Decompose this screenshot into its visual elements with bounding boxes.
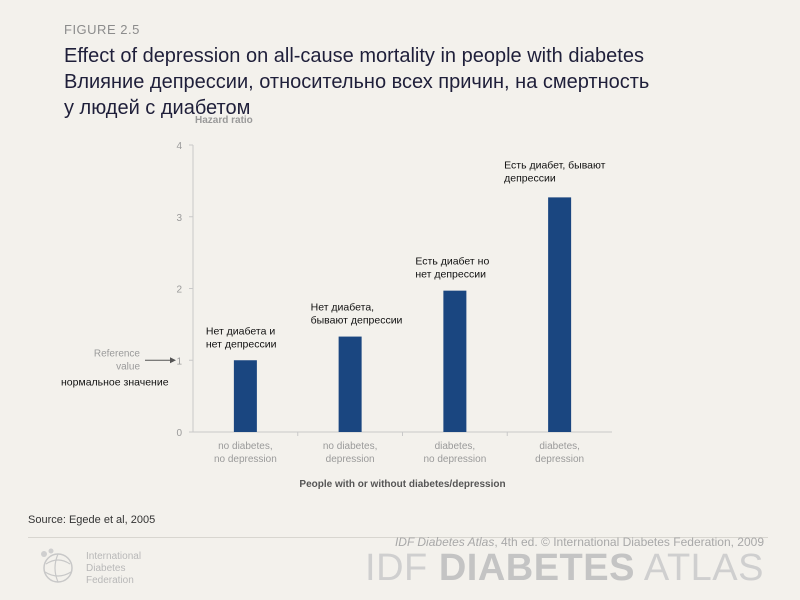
- y-tick-label: 0: [176, 428, 182, 439]
- y-tick-label: 1: [176, 356, 182, 367]
- org-line: International: [86, 551, 142, 562]
- bar: [338, 336, 362, 432]
- x-tick-label: depression: [326, 454, 375, 465]
- bar-annotation: бывают депрессии: [311, 315, 403, 327]
- bar-annotation: Нет диабета и: [206, 325, 275, 337]
- brand-idf: IDF: [365, 547, 439, 589]
- title-russian-line-1: Влияние депрессии, относительно всех при…: [64, 71, 650, 93]
- y-axis-label: Hazard ratio: [195, 115, 253, 126]
- bar-annotation: Нет диабета,: [311, 302, 374, 314]
- title-english: Effect of depression on all-cause mortal…: [64, 45, 644, 67]
- bar: [548, 197, 572, 432]
- bar: [233, 360, 257, 432]
- bar-annotation: Есть диабет но: [415, 256, 489, 268]
- x-axis-label: People with or without diabetes/depressi…: [299, 479, 505, 490]
- reference-arrowhead-icon: [170, 357, 176, 364]
- atlas-edition-credit: IDF Diabetes Atlas, 4th ed. © Internatio…: [395, 535, 764, 549]
- atlas-brand-logo: IDF DIABETES ATLAS: [365, 547, 764, 590]
- figure-label: FIGURE 2.5: [64, 22, 140, 37]
- bar-annotation: депрессии: [504, 172, 556, 184]
- idf-org-name: International Diabetes Federation: [86, 551, 141, 587]
- x-tick-label: no depression: [423, 454, 486, 465]
- org-line: Diabetes: [86, 563, 126, 574]
- reference-label: Reference: [94, 348, 141, 359]
- brand-atlas: ATLAS: [634, 547, 764, 589]
- source-note: Source: Egede et al, 2005: [28, 514, 156, 526]
- bar-annotation: Есть диабет, бывают: [504, 159, 606, 171]
- edition-copyright: , 4th ed. © International Diabetes Feder…: [494, 535, 764, 549]
- x-tick-label: diabetes,: [435, 441, 476, 452]
- bar-annotation: нет депрессии: [415, 269, 486, 281]
- title-russian-line-2: у людей с диабетом: [64, 97, 251, 119]
- footer-divider: [28, 537, 768, 538]
- edition-title: IDF Diabetes Atlas: [394, 535, 495, 549]
- y-tick-label: 3: [176, 213, 182, 224]
- figure-title: Effect of depression on all-cause mortal…: [64, 43, 784, 121]
- bar: [443, 290, 467, 432]
- x-tick-label: no diabetes,: [218, 441, 273, 452]
- brand-diabetes: DIABETES: [438, 547, 635, 589]
- bar-annotation: нет депрессии: [206, 338, 277, 350]
- y-tick-label: 4: [176, 141, 182, 152]
- x-tick-label: no depression: [214, 454, 277, 465]
- reference-label: value: [116, 361, 140, 372]
- x-tick-label: no diabetes,: [323, 441, 378, 452]
- reference-label-russian: нормальное значение: [61, 376, 169, 388]
- idf-globe-logo-icon: [41, 548, 73, 583]
- org-line: Federation: [86, 575, 134, 586]
- y-tick-label: 2: [176, 285, 182, 296]
- x-tick-label: depression: [535, 454, 584, 465]
- x-tick-label: diabetes,: [539, 441, 580, 452]
